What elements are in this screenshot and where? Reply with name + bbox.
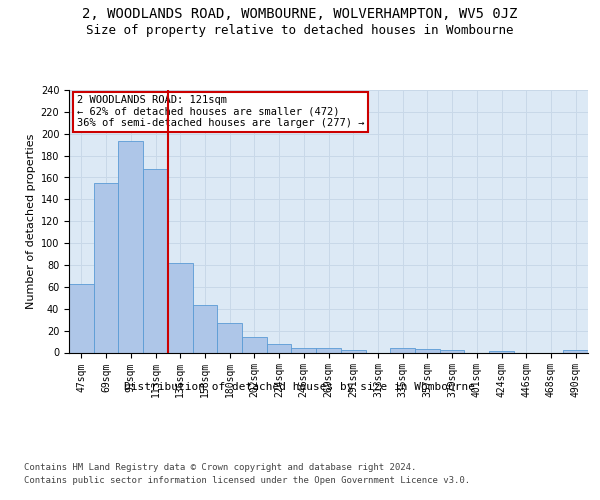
Bar bbox=[440, 350, 464, 352]
Bar bbox=[267, 344, 292, 352]
Bar bbox=[292, 348, 316, 352]
Text: Distribution of detached houses by size in Wombourne: Distribution of detached houses by size … bbox=[125, 382, 476, 392]
Bar bbox=[118, 142, 143, 352]
Bar bbox=[69, 284, 94, 352]
Text: 2 WOODLANDS ROAD: 121sqm
← 62% of detached houses are smaller (472)
36% of semi-: 2 WOODLANDS ROAD: 121sqm ← 62% of detach… bbox=[77, 95, 364, 128]
Text: Size of property relative to detached houses in Wombourne: Size of property relative to detached ho… bbox=[86, 24, 514, 37]
Bar bbox=[94, 183, 118, 352]
Bar bbox=[193, 306, 217, 352]
Text: 2, WOODLANDS ROAD, WOMBOURNE, WOLVERHAMPTON, WV5 0JZ: 2, WOODLANDS ROAD, WOMBOURNE, WOLVERHAMP… bbox=[82, 8, 518, 22]
Bar bbox=[242, 337, 267, 352]
Bar bbox=[168, 263, 193, 352]
Bar bbox=[563, 350, 588, 352]
Bar bbox=[415, 349, 440, 352]
Bar bbox=[341, 350, 365, 352]
Y-axis label: Number of detached properties: Number of detached properties bbox=[26, 134, 37, 309]
Bar bbox=[217, 323, 242, 352]
Text: Contains public sector information licensed under the Open Government Licence v3: Contains public sector information licen… bbox=[24, 476, 470, 485]
Bar bbox=[143, 169, 168, 352]
Bar bbox=[390, 348, 415, 352]
Text: Contains HM Land Registry data © Crown copyright and database right 2024.: Contains HM Land Registry data © Crown c… bbox=[24, 462, 416, 471]
Bar bbox=[316, 348, 341, 352]
